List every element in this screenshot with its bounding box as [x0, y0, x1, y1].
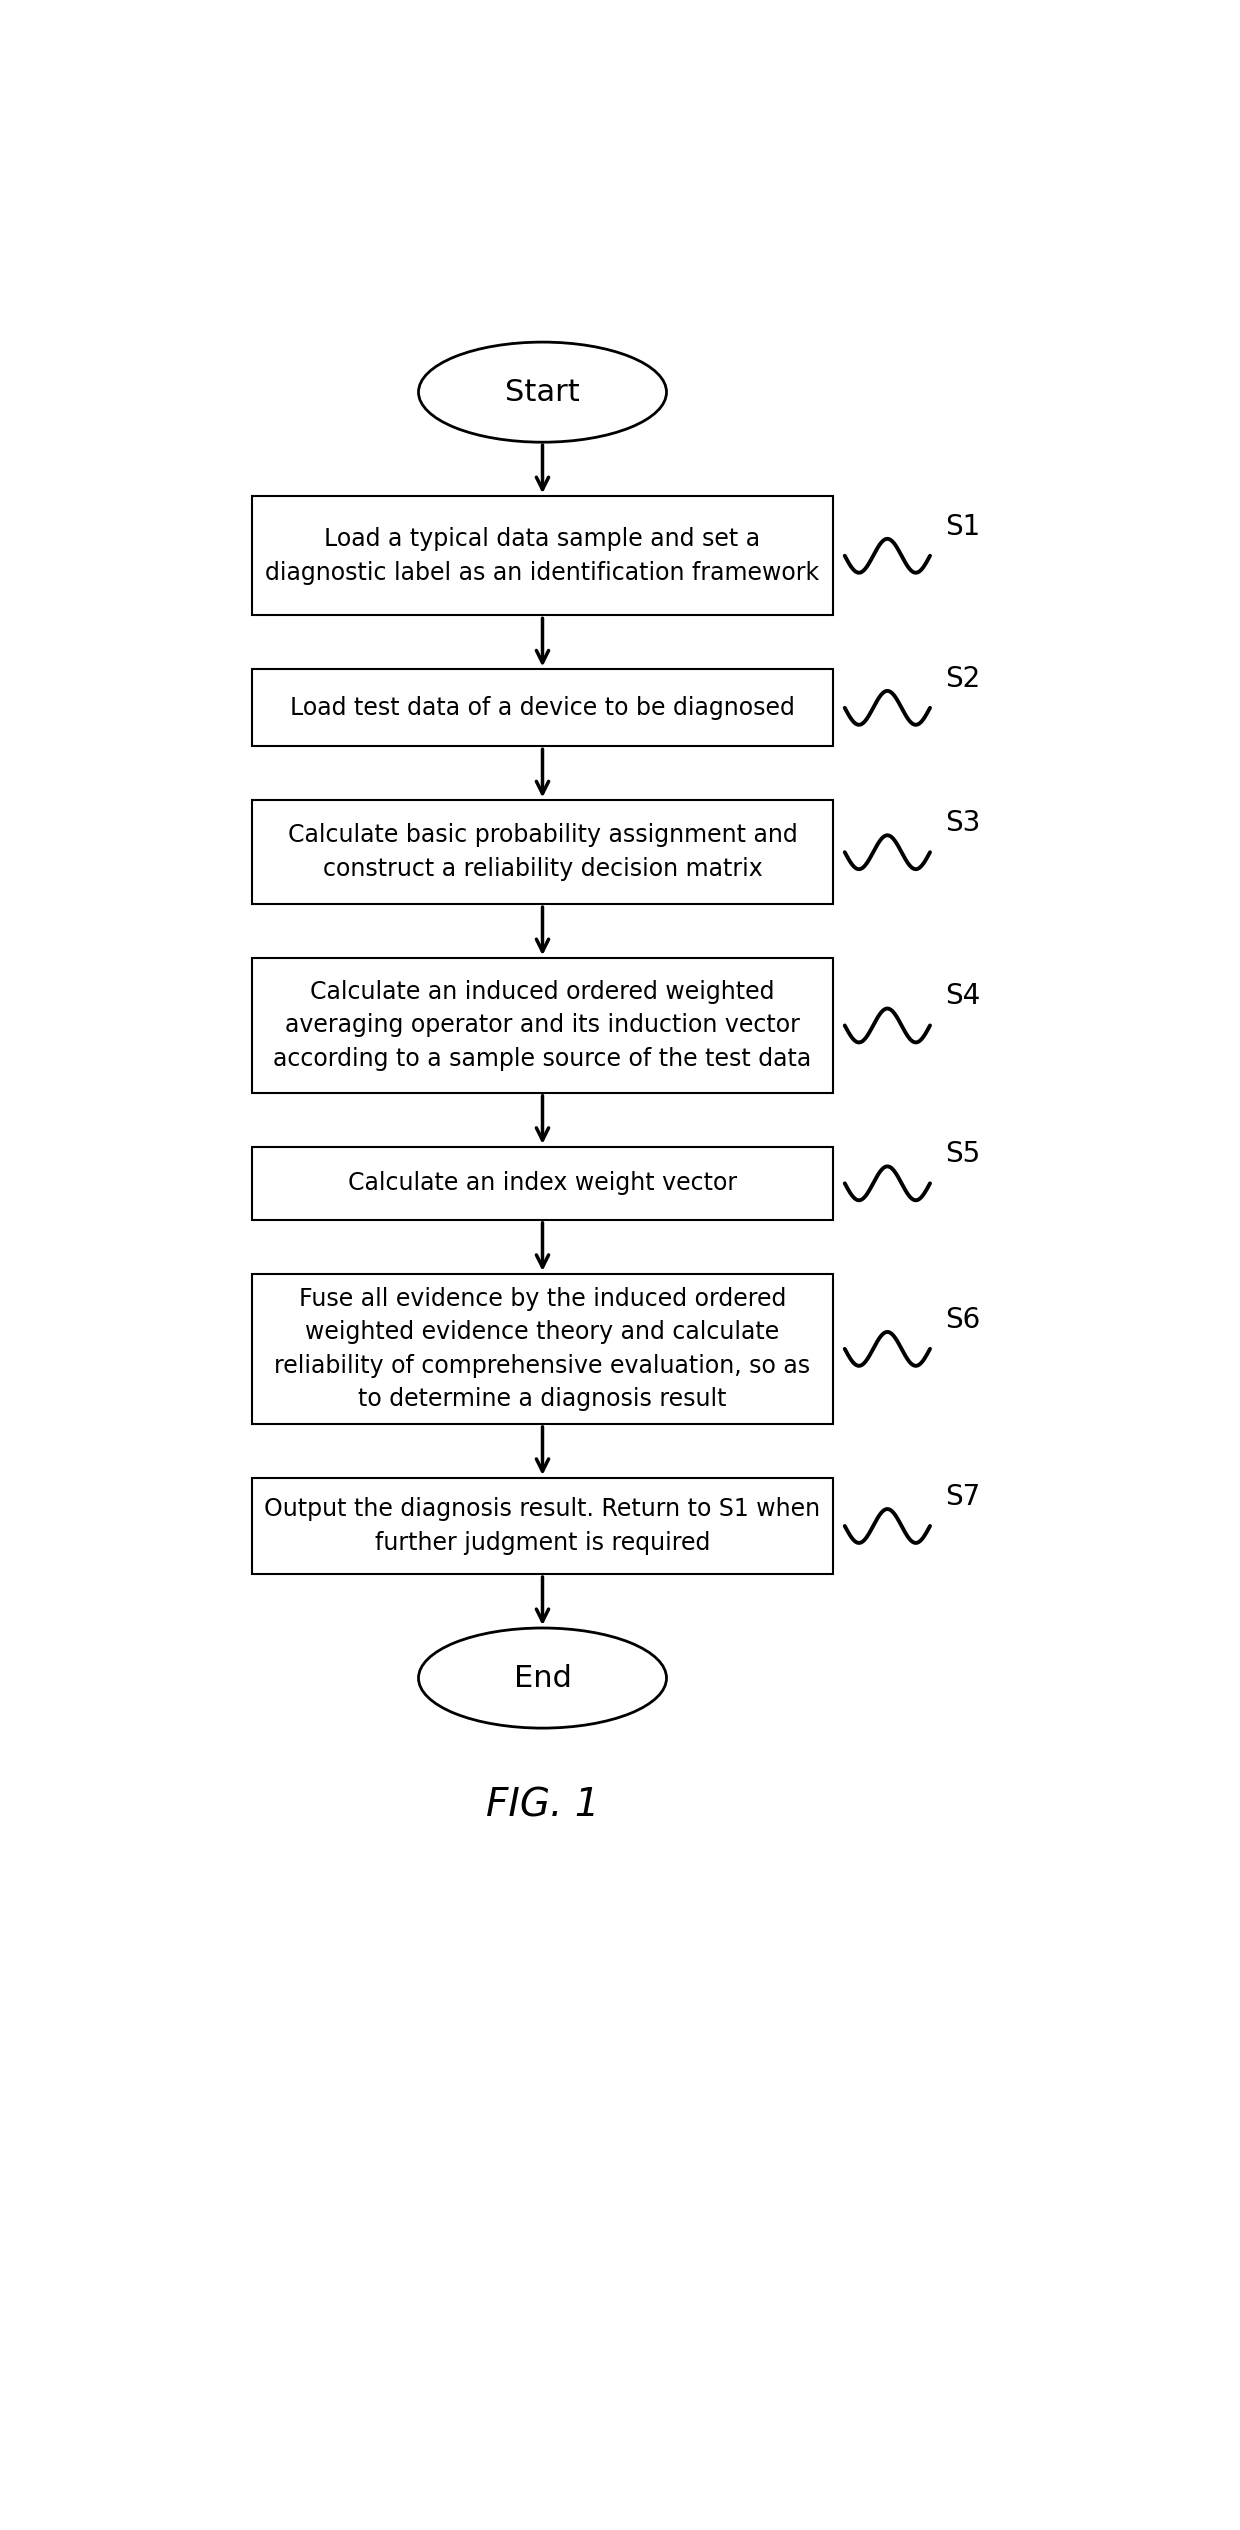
Text: S3: S3: [945, 810, 981, 837]
Text: Calculate basic probability assignment and
construct a reliability decision matr: Calculate basic probability assignment a…: [288, 822, 797, 880]
FancyBboxPatch shape: [252, 1478, 833, 1574]
Text: Output the diagnosis result. Return to S1 when
further judgment is required: Output the diagnosis result. Return to S…: [264, 1498, 821, 1556]
Text: Calculate an induced ordered weighted
averaging operator and its induction vecto: Calculate an induced ordered weighted av…: [273, 979, 812, 1070]
Text: S7: S7: [945, 1483, 981, 1510]
Text: S2: S2: [945, 665, 981, 693]
Text: Fuse all evidence by the induced ordered
weighted evidence theory and calculate
: Fuse all evidence by the induced ordered…: [274, 1288, 811, 1412]
FancyBboxPatch shape: [252, 959, 833, 1093]
FancyBboxPatch shape: [252, 670, 833, 746]
FancyBboxPatch shape: [252, 1273, 833, 1424]
Text: S1: S1: [945, 514, 981, 541]
Text: S5: S5: [945, 1141, 981, 1169]
Text: S6: S6: [945, 1305, 981, 1333]
Text: Load a typical data sample and set a
diagnostic label as an identification frame: Load a typical data sample and set a dia…: [265, 526, 820, 584]
Text: FIG. 1: FIG. 1: [486, 1786, 599, 1824]
FancyBboxPatch shape: [252, 496, 833, 615]
Text: S4: S4: [945, 982, 981, 1009]
Text: Calculate an index weight vector: Calculate an index weight vector: [348, 1171, 737, 1194]
Ellipse shape: [419, 1627, 667, 1728]
FancyBboxPatch shape: [252, 799, 833, 903]
Text: Start: Start: [505, 377, 580, 407]
Text: End: End: [513, 1665, 572, 1693]
FancyBboxPatch shape: [252, 1146, 833, 1219]
Text: Load test data of a device to be diagnosed: Load test data of a device to be diagnos…: [290, 696, 795, 721]
Ellipse shape: [419, 342, 667, 443]
